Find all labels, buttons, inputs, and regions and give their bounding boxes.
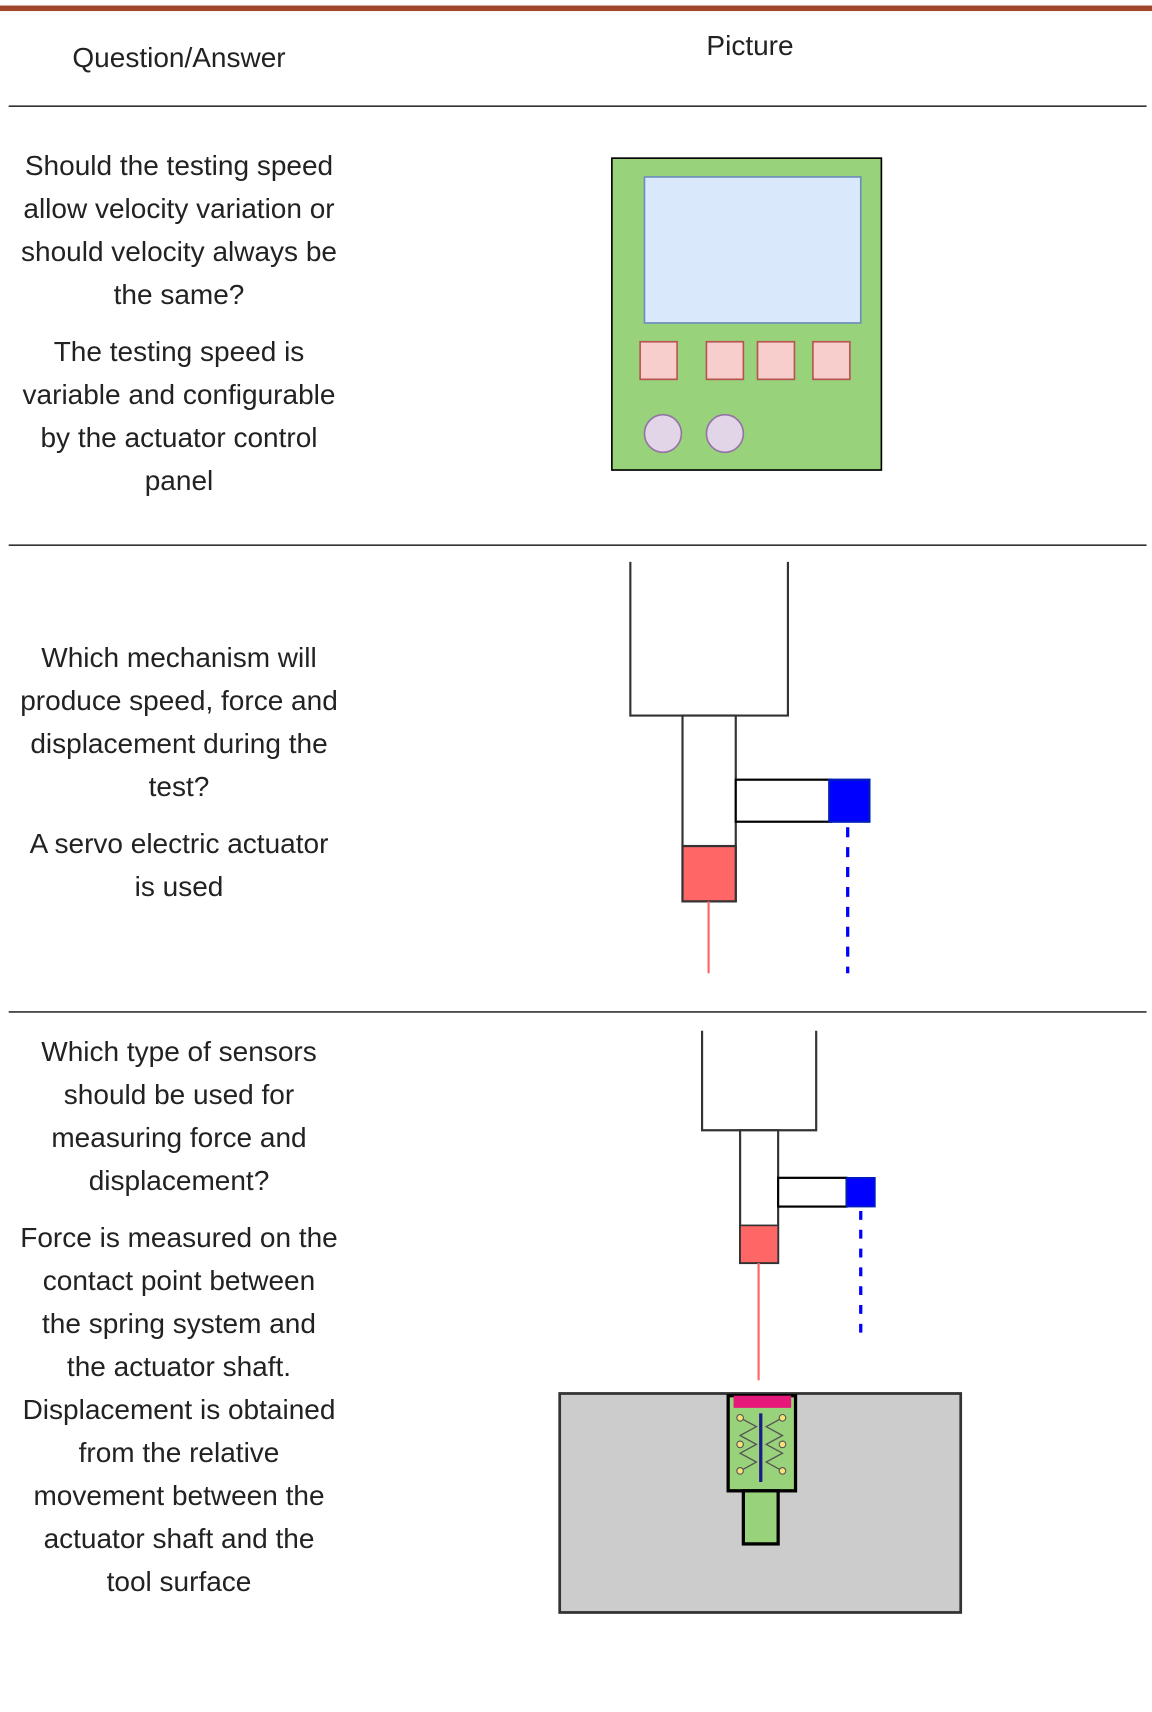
question: Should the testing speed allow velocity … (21, 150, 337, 310)
header-picture: Picture (706, 30, 794, 61)
control-panel (611, 157, 883, 471)
actuator (629, 561, 871, 974)
answer: The testing speed is variable and config… (22, 336, 336, 496)
row-text: Which mechanism will produce speed, forc… (20, 545, 338, 1012)
question: Which type of sensors should be used for… (41, 1036, 317, 1196)
header-question-answer: Question/Answer (72, 42, 286, 73)
answer: A servo electric actuator is used (29, 827, 329, 902)
row-text: Should the testing speed allow velocity … (20, 120, 338, 540)
row-lines (8, 105, 1147, 1013)
answer: Force is measured on the contact point b… (20, 1222, 338, 1597)
actuator-tool (558, 1030, 963, 1614)
question: Which mechanism will produce speed, forc… (20, 641, 338, 802)
top-rule (0, 5, 1152, 12)
row-text: Which type of sensors should be used for… (20, 1030, 338, 1710)
